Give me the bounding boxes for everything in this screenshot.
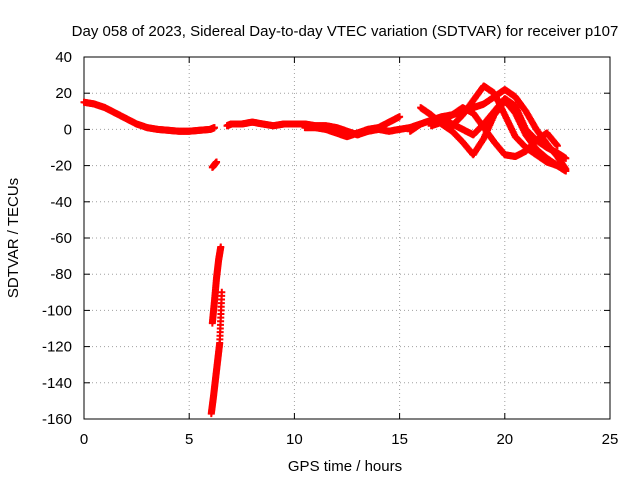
series-track-10 xyxy=(448,82,568,173)
data-point xyxy=(562,154,570,162)
x-tick-label: 10 xyxy=(286,431,303,448)
data-point xyxy=(218,288,226,296)
chart-title: Day 058 of 2023, Sidereal Day-to-day VTE… xyxy=(72,23,619,40)
series-track-1 xyxy=(80,98,218,135)
y-tick-label: -120 xyxy=(42,339,72,356)
data-point xyxy=(213,158,221,166)
data-marks xyxy=(80,82,570,418)
y-tick-label: -100 xyxy=(42,302,72,319)
series-track-3 xyxy=(208,243,225,327)
data-point xyxy=(210,124,218,132)
y-tick-label: 20 xyxy=(55,85,72,102)
y-tick-label: -60 xyxy=(50,230,72,247)
y-tick-label: -40 xyxy=(50,194,72,211)
x-tick-label: 25 xyxy=(602,431,619,448)
y-tick-label: -140 xyxy=(42,375,72,392)
y-tick-label: 0 xyxy=(64,121,72,138)
data-point xyxy=(396,113,404,121)
y-tick-label: -80 xyxy=(50,266,72,283)
data-point xyxy=(553,142,561,150)
x-axis-label: GPS time / hours xyxy=(288,458,402,475)
data-point xyxy=(560,165,568,173)
axis-ticks: 0 5 10 15 20 25 -160 -140 -120 -100 -80 -60 -40 -20 0 2… xyxy=(42,49,618,448)
series-track-2 xyxy=(208,158,221,171)
x-tick-label: 5 xyxy=(185,431,193,448)
y-tick-label: -160 xyxy=(42,411,72,428)
y-tick-label: -20 xyxy=(50,158,72,175)
y-axis-label: SDTVAR / TECUs xyxy=(5,178,22,298)
series-track-6 xyxy=(301,113,404,141)
series-track-11 xyxy=(427,104,561,161)
x-tick-label: 20 xyxy=(496,431,513,448)
x-tick-label: 0 xyxy=(80,431,88,448)
data-point xyxy=(217,243,225,251)
series-track-4 xyxy=(207,288,226,418)
y-tick-label: 40 xyxy=(55,49,72,66)
x-tick-label: 15 xyxy=(391,431,408,448)
